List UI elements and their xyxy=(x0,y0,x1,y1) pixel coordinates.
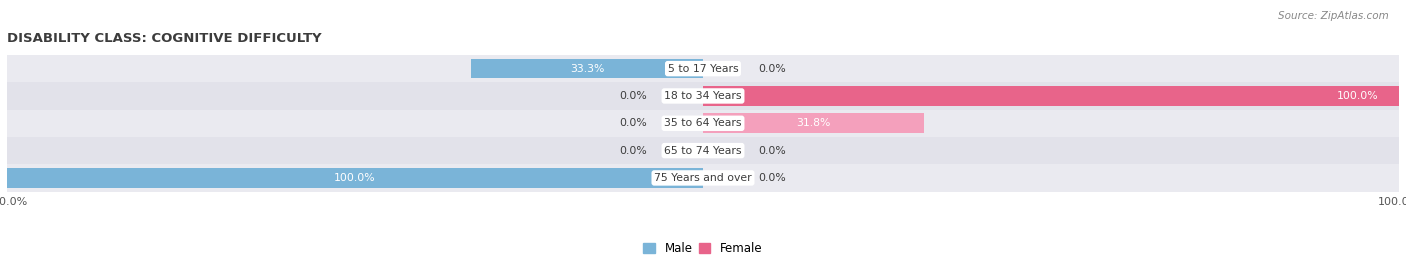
Bar xyxy=(7,55,1399,82)
Text: Source: ZipAtlas.com: Source: ZipAtlas.com xyxy=(1278,11,1389,21)
Text: 75 Years and over: 75 Years and over xyxy=(654,173,752,183)
Legend: Male, Female: Male, Female xyxy=(638,237,768,259)
Text: 33.3%: 33.3% xyxy=(569,64,605,74)
Text: 0.0%: 0.0% xyxy=(620,118,647,128)
Text: DISABILITY CLASS: COGNITIVE DIFFICULTY: DISABILITY CLASS: COGNITIVE DIFFICULTY xyxy=(7,32,322,46)
Text: 0.0%: 0.0% xyxy=(759,173,786,183)
Text: 35 to 64 Years: 35 to 64 Years xyxy=(664,118,742,128)
Bar xyxy=(7,82,1399,110)
Bar xyxy=(7,164,1399,192)
Text: 100.0%: 100.0% xyxy=(335,173,375,183)
Text: 0.0%: 0.0% xyxy=(620,91,647,101)
Text: 31.8%: 31.8% xyxy=(796,118,831,128)
Bar xyxy=(703,86,1399,106)
Bar xyxy=(471,59,703,79)
Text: 0.0%: 0.0% xyxy=(620,146,647,156)
Bar xyxy=(7,137,1399,164)
Text: 65 to 74 Years: 65 to 74 Years xyxy=(664,146,742,156)
Bar xyxy=(703,113,924,133)
Bar xyxy=(7,168,703,188)
Text: 18 to 34 Years: 18 to 34 Years xyxy=(664,91,742,101)
Text: 5 to 17 Years: 5 to 17 Years xyxy=(668,64,738,74)
Bar xyxy=(7,110,1399,137)
Text: 0.0%: 0.0% xyxy=(759,64,786,74)
Text: 0.0%: 0.0% xyxy=(759,146,786,156)
Text: 100.0%: 100.0% xyxy=(1337,91,1378,101)
